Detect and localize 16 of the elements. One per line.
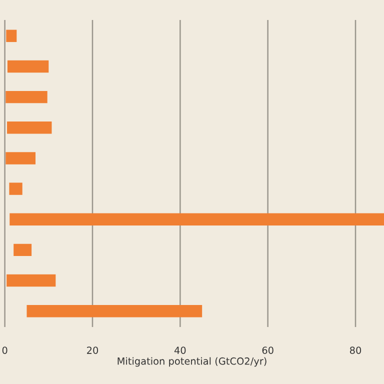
bar [7,122,52,134]
x-tick-label: 20 [87,346,98,354]
x-tick-label: 80 [350,346,362,354]
bar [9,182,22,195]
bar [10,213,384,226]
bar [14,244,32,256]
bar [7,60,49,73]
bar [6,30,17,42]
x-axis-title: Mitigation potential (GtCO2/yr) [118,357,266,367]
x-tick-label: 0 [2,346,8,354]
bar [6,90,48,104]
x-tick-label: 40 [174,346,186,354]
bar [6,274,56,287]
x-tick-label: 60 [262,346,274,354]
bar [6,152,36,164]
bar [26,304,202,318]
